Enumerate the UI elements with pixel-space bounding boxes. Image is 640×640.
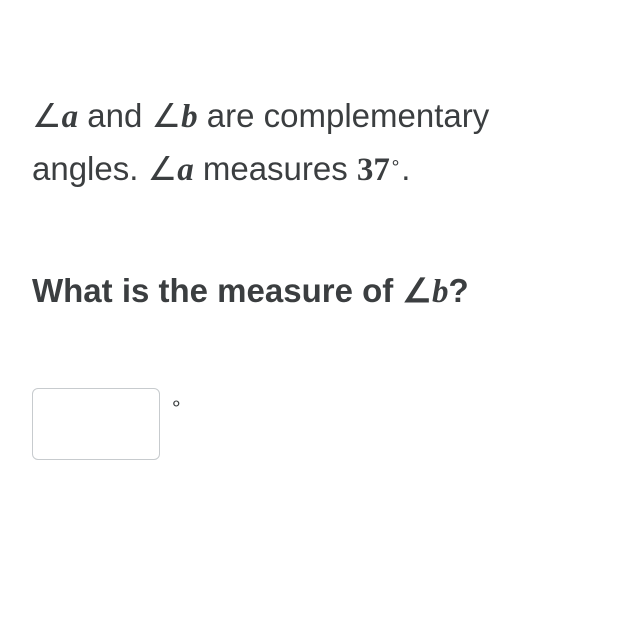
period: . [401, 150, 410, 187]
angle-a-expr-2: ∠a [148, 152, 194, 188]
value-a: 37 [357, 152, 390, 188]
text-and: and [78, 97, 151, 134]
degree-unit-icon: ∘ [170, 388, 183, 414]
question-suffix: ? [449, 272, 469, 309]
angle-symbol: ∠ [152, 99, 182, 135]
angle-b-question: ∠b [402, 274, 448, 310]
angle-b-expr: ∠b [152, 99, 198, 135]
var-a: a [62, 99, 79, 135]
angle-symbol: ∠ [32, 99, 62, 135]
angle-a-expr: ∠a [32, 99, 78, 135]
degree-symbol: ∘ [390, 152, 401, 172]
var-b: b [181, 99, 198, 135]
text-measures: measures [194, 150, 357, 187]
measure-value: 37∘ [357, 152, 401, 188]
problem-statement: ∠a and ∠b are complementary angles. ∠a m… [32, 90, 592, 196]
angle-symbol: ∠ [402, 274, 432, 310]
question-prefix: What is the measure of [32, 272, 402, 309]
answer-row: ∘ [32, 388, 608, 460]
answer-input[interactable] [32, 388, 160, 460]
angle-symbol: ∠ [148, 152, 178, 188]
var-a: a [177, 152, 194, 188]
question-prompt: What is the measure of ∠b? [32, 266, 608, 318]
var-b: b [432, 274, 449, 310]
